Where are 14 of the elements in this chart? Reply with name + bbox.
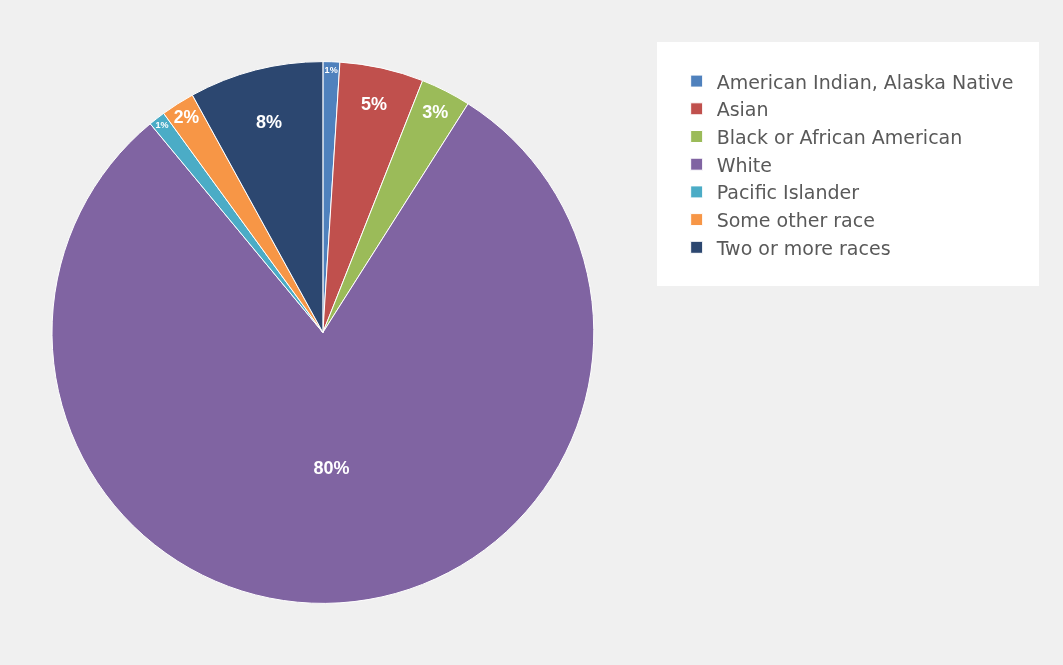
legend-label: Black or African American xyxy=(716,125,963,148)
data-label: 1% xyxy=(155,119,169,130)
legend-label: American Indian, Alaska Native xyxy=(716,70,1014,93)
legend-label: Pacific Islander xyxy=(716,181,860,204)
data-label: 80% xyxy=(313,457,350,478)
data-label: 2% xyxy=(173,107,200,128)
data-label: 8% xyxy=(255,112,282,133)
data-label: 5% xyxy=(360,93,388,114)
legend-label: Some other race xyxy=(716,209,875,232)
data-label: 3% xyxy=(422,101,449,122)
legend-label: Asian xyxy=(716,98,769,121)
legend-label: White xyxy=(716,153,772,176)
legend-label: Two or more races xyxy=(715,236,891,259)
data-label: 1% xyxy=(324,65,338,75)
